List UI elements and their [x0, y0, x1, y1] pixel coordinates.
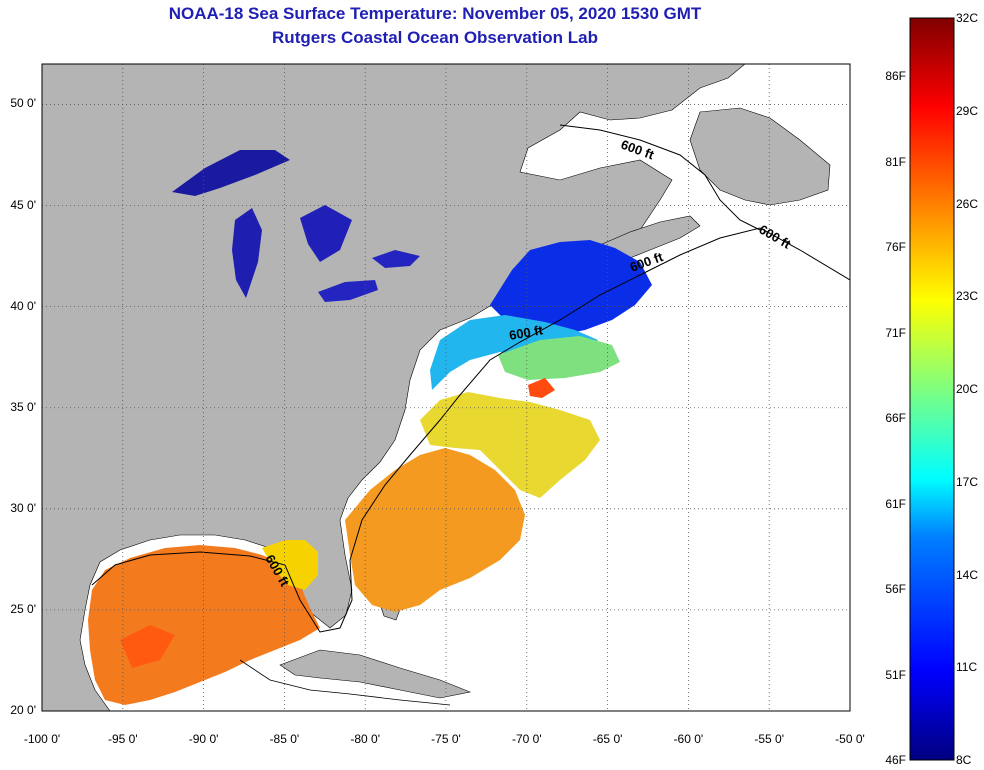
lake-superior: [172, 150, 290, 196]
lon-tick-label: -65 0': [592, 732, 623, 746]
lon-tick-label: -60 0': [673, 732, 704, 746]
lake-michigan: [232, 208, 262, 298]
lat-tick-label: 20 0': [10, 703, 36, 717]
sst-gulf-hotspot: [120, 625, 175, 668]
isobath-600ft-north: [559, 124, 761, 231]
lon-tick-label: -55 0': [754, 732, 785, 746]
lat-tick-label: 25 0': [10, 601, 36, 616]
land-north-america: [42, 64, 746, 711]
land-newfoundland: [689, 107, 831, 206]
sst-warm-eddy: [528, 378, 555, 398]
chart-title: NOAA-18 Sea Surface Temperature: Novembe…: [168, 4, 702, 23]
land-cuba: [279, 649, 472, 699]
sst-gulf-of-mexico: [88, 545, 320, 705]
lon-tick-label: -70 0': [511, 732, 542, 746]
colorbar-celsius-label: 17C: [956, 474, 979, 489]
lon-tick-label: -75 0': [431, 732, 461, 746]
lat-tick-label: 30 0': [10, 500, 36, 515]
graticule: [42, 64, 850, 711]
lat-tick-label: 50 0': [10, 96, 36, 111]
sst-gulf-stream: [345, 448, 525, 612]
colorbar-fahrenheit-label: 61F: [885, 496, 906, 511]
colorbar-celsius-label: 26C: [956, 196, 979, 211]
colorbar-fahrenheit-label: 66F: [885, 411, 906, 425]
sst-gulf-of-maine-cold: [490, 240, 652, 335]
colorbar-fahrenheit-label: 71F: [885, 325, 906, 340]
lon-tick-label: -50 0': [835, 732, 865, 746]
lake-erie: [318, 280, 378, 302]
lake-huron: [300, 205, 352, 262]
isobath-label: 600 ft: [508, 322, 545, 343]
colorbar-fahrenheit-label: 46F: [885, 753, 906, 767]
isobath-600ft: [91, 227, 850, 633]
colorbar: [909, 17, 955, 761]
sst-carolina-shelf: [420, 392, 600, 498]
colorbar-fahrenheit-label: 56F: [885, 582, 906, 596]
map-frame: [41, 63, 851, 712]
chart-subtitle: Rutgers Coastal Ocean Observation Lab: [272, 28, 598, 47]
colorbar-celsius-label: 23C: [956, 289, 979, 304]
lon-tick-label: -95 0': [107, 732, 138, 746]
lon-tick-label: -90 0': [188, 732, 219, 746]
colorbar-celsius-label: 32C: [956, 11, 979, 25]
colorbar-celsius-label: 20C: [956, 382, 979, 396]
colorbar-fahrenheit-label: 51F: [885, 667, 906, 682]
lon-tick-label: -100 0': [23, 732, 61, 746]
lon-tick-label: -85 0': [269, 732, 300, 746]
lat-tick-label: 45 0': [10, 197, 36, 212]
colorbar-celsius-label: 14C: [956, 567, 979, 582]
sst-gulf-coast-warm: [262, 540, 318, 590]
colorbar-fahrenheit-label: 86F: [885, 69, 906, 83]
colorbar-celsius-label: 8C: [956, 753, 972, 767]
lat-tick-label: 40 0': [10, 298, 36, 313]
lake-ontario: [372, 250, 420, 268]
sst-slope-water: [498, 336, 620, 380]
lat-tick-label: 35 0': [10, 399, 36, 414]
isobath-600ft-caribbean: [239, 659, 451, 706]
colorbar-celsius-label: 29C: [956, 103, 979, 118]
colorbar-fahrenheit-label: 81F: [885, 154, 906, 169]
colorbar-fahrenheit-label: 76F: [885, 240, 906, 254]
lon-tick-label: -80 0': [350, 732, 381, 746]
colorbar-celsius-label: 11C: [956, 660, 978, 675]
